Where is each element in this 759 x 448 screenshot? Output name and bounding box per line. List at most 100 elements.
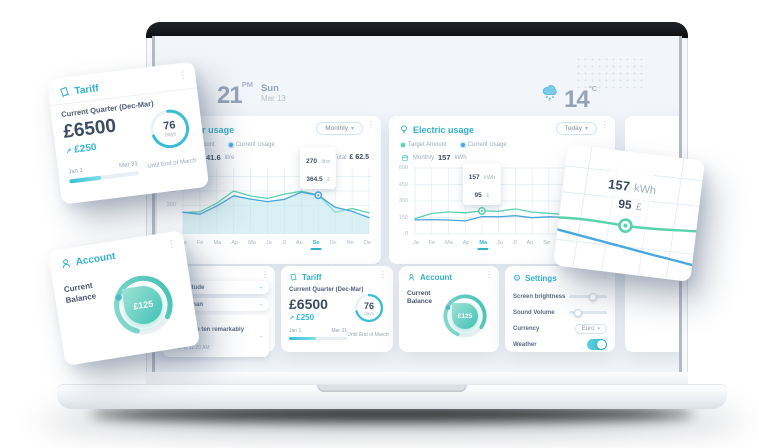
chevron-down-icon: ▾ <box>584 126 588 132</box>
tariff-card: Tariff ⋮ Current Quarter (Dec-Mar) £6500… <box>281 266 393 352</box>
month-label[interactable]: Se <box>312 240 320 246</box>
y-tick-label: 150 <box>398 214 408 221</box>
weather-toggle[interactable] <box>587 339 607 350</box>
light-bulb-icon <box>401 125 407 134</box>
month-label[interactable]: Ju <box>265 240 272 246</box>
time-value: 21 <box>217 82 243 109</box>
month-label[interactable]: Jl <box>281 240 286 246</box>
monthly-value: 41.6 <box>206 153 221 162</box>
water-chart[interactable]: 270 litre 364.5 £ <box>181 147 371 234</box>
tariff-delta: £250 <box>73 141 98 156</box>
month-label[interactable]: Ma <box>445 240 453 246</box>
clock: 21PM Sun Mar 13 <box>217 80 286 110</box>
tooltip-value: 364.5 <box>306 176 323 184</box>
y-tick-label: 600 <box>398 165 408 171</box>
month-label[interactable]: Fe <box>196 240 204 246</box>
kwh-unit: kWh <box>633 182 657 198</box>
chart-tooltip: 270 litre 364.5 £ <box>300 147 337 190</box>
month-label[interactable]: Ma <box>248 240 256 246</box>
kebab-menu[interactable]: ⋮ <box>367 120 375 129</box>
kebab-menu[interactable]: ⋮ <box>379 270 387 279</box>
month-label[interactable]: Se <box>543 240 551 246</box>
tooltip-value: 95 <box>474 191 482 199</box>
month-label[interactable]: Au <box>526 240 534 246</box>
gear-icon: ⚙ <box>513 273 522 283</box>
calendar-icon <box>402 154 408 161</box>
period-dropdown[interactable]: Monthly ▾ <box>316 122 363 135</box>
brightness-slider[interactable] <box>569 292 607 301</box>
balance-label: Current Balance <box>407 290 432 306</box>
balance-value: £125 <box>132 298 155 312</box>
tariff-delta: £250 <box>296 313 315 322</box>
month-label[interactable]: Au <box>295 240 303 246</box>
tooltip-unit: litre <box>321 159 331 166</box>
month-label[interactable]: Ap <box>462 240 470 246</box>
month-label[interactable]: Ap <box>231 240 238 246</box>
card-title: Electric usage <box>413 124 475 135</box>
month-label[interactable]: Fe <box>428 240 436 246</box>
days-value: 76 <box>363 300 374 311</box>
chart-tooltip: 157 kWh 95 £ <box>462 162 502 205</box>
monthly-summary: Monthly 157 kWh <box>401 153 467 162</box>
kebab-menu[interactable]: ⋮ <box>485 270 493 279</box>
balance-gauge: £125 <box>100 262 187 349</box>
weather-widget: 14°C <box>541 84 597 114</box>
laptop-hinge <box>146 372 688 384</box>
month-label[interactable]: Ju <box>496 240 503 246</box>
current-usage-radio[interactable] <box>460 143 465 147</box>
y-tick-label: 200 <box>166 202 176 209</box>
account-card: Account ⋮ Current Balance £125 <box>399 266 499 352</box>
card-title: Water usage <box>181 124 235 135</box>
total-value: £ 62.5 <box>349 154 369 161</box>
tariff-footnote: Until End of March <box>147 157 197 170</box>
volume-slider[interactable] <box>569 308 607 317</box>
slider-thumb[interactable] <box>574 308 583 317</box>
y-tick-label: 0 <box>404 231 408 237</box>
month-label[interactable]: Ma <box>213 240 222 246</box>
x-axis-labels: JaFeMaApMaJuJlAuSeOcNoDe <box>181 240 371 246</box>
card-title: Account <box>74 250 117 268</box>
monthly-value: 157 <box>438 153 451 162</box>
slider-thumb[interactable] <box>588 292 597 301</box>
monthly-label: Monthly <box>413 154 435 161</box>
card-title: Settings <box>525 274 557 283</box>
chevron-down-icon: ▾ <box>597 325 600 332</box>
delta-up-icon: ↗ <box>289 316 295 322</box>
period-dropdown[interactable]: Today ▾ <box>555 122 597 135</box>
chevron-down-icon: ▾ <box>350 126 354 132</box>
arrow-right-icon: → <box>257 332 264 340</box>
month-label[interactable]: Ja <box>413 240 419 246</box>
floating-kwh-card: 157 kWh 95 £ <box>553 144 705 282</box>
month-label[interactable]: Ma <box>479 240 487 246</box>
kwh-value: 157 <box>607 176 631 194</box>
month-label[interactable]: No <box>346 240 354 246</box>
partial-card-bottom-right <box>625 266 679 352</box>
settings-card: ⚙ Settings ⋮ Screen brightness Sound Vol… <box>505 266 615 352</box>
kebab-menu[interactable]: ⋮ <box>166 238 177 250</box>
month-label[interactable]: Jl <box>512 240 517 246</box>
target-amount-radio[interactable] <box>401 143 405 147</box>
brightness-label: Screen brightness <box>513 293 566 300</box>
floating-tariff-card: Tariff ⋮ Current Quarter (Dec-Mar) £6500… <box>46 61 210 205</box>
tariff-amount: £6500 <box>289 296 328 312</box>
currency-select[interactable]: Euro ▾ <box>574 323 607 334</box>
range-end: Mar 31 <box>331 328 347 334</box>
month-label[interactable]: De <box>363 240 371 246</box>
current-usage-radio[interactable] <box>228 143 233 147</box>
laptop-notch <box>317 385 467 392</box>
volume-label: Sound Volume <box>513 309 555 316</box>
arrow-right-icon: → <box>257 301 264 308</box>
kebab-menu[interactable]: ⋮ <box>177 69 188 81</box>
temperature-unit: °C <box>588 84 598 93</box>
days-unit: days <box>364 310 374 316</box>
days-remaining-ring: 76 days <box>353 292 385 324</box>
kebab-menu[interactable]: ⋮ <box>601 120 609 129</box>
laptop-base <box>57 384 727 409</box>
kebab-menu[interactable]: ⋮ <box>601 270 609 279</box>
month-label[interactable]: Oc <box>329 240 337 246</box>
temperature-value: 14 <box>564 86 590 113</box>
currency-value: Euro <box>581 325 595 332</box>
days-remaining-ring: 76 days <box>145 104 194 153</box>
kebab-menu[interactable]: ⋮ <box>261 270 269 279</box>
rain-cloud-icon <box>542 85 557 101</box>
